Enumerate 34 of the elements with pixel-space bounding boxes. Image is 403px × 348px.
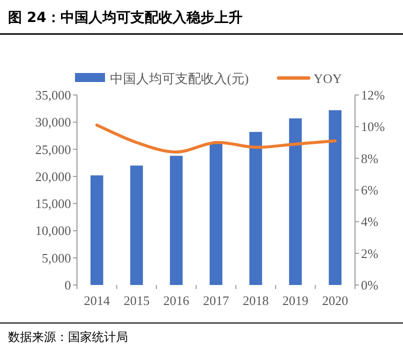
y2-tick-label: 2% bbox=[361, 246, 378, 261]
x-tick-label: 2020 bbox=[322, 293, 348, 308]
x-tick-label: 2016 bbox=[163, 293, 190, 308]
y-tick-label: 5,000 bbox=[42, 250, 71, 266]
y2-tick-label: 6% bbox=[361, 182, 378, 198]
y-tick-label: 20,000 bbox=[35, 168, 71, 184]
y2-tick-label: 4% bbox=[361, 214, 378, 230]
bar bbox=[130, 166, 143, 285]
line-series bbox=[95, 124, 337, 154]
bar bbox=[170, 156, 183, 285]
x-tick-label: 2018 bbox=[242, 293, 269, 308]
y2-tick-label: 10% bbox=[361, 119, 385, 134]
y-tick-label: 35,000 bbox=[35, 88, 71, 102]
x-tick-label: 2014 bbox=[84, 293, 110, 308]
y2-tick-label: 8% bbox=[361, 150, 378, 166]
y2-tick-label: 12% bbox=[361, 88, 385, 102]
legend-label: 中国人均可支配收入(元) bbox=[110, 71, 249, 86]
title: 图 24：中国人均可支配收入稳步上升 bbox=[8, 10, 242, 26]
y-tick-label: 0 bbox=[64, 278, 71, 292]
y-tick-label: 30,000 bbox=[35, 114, 71, 130]
bar bbox=[90, 175, 104, 285]
legend-label: YOY bbox=[314, 71, 342, 86]
y2-tick-label: 0% bbox=[361, 278, 378, 292]
bar bbox=[210, 144, 222, 285]
bar bbox=[249, 132, 262, 285]
bar bbox=[328, 110, 342, 285]
x-tick-label: 2017 bbox=[203, 293, 230, 308]
bar bbox=[289, 118, 302, 285]
y-tick-label: 25,000 bbox=[35, 142, 71, 157]
source-note: 数据来源：国家统计局 bbox=[8, 330, 128, 344]
x-tick-label: 2015 bbox=[124, 293, 150, 308]
x-tick-label: 2019 bbox=[282, 293, 308, 308]
y-tick-label: 10,000 bbox=[35, 223, 71, 238]
y-tick-label: 15,000 bbox=[35, 196, 71, 212]
